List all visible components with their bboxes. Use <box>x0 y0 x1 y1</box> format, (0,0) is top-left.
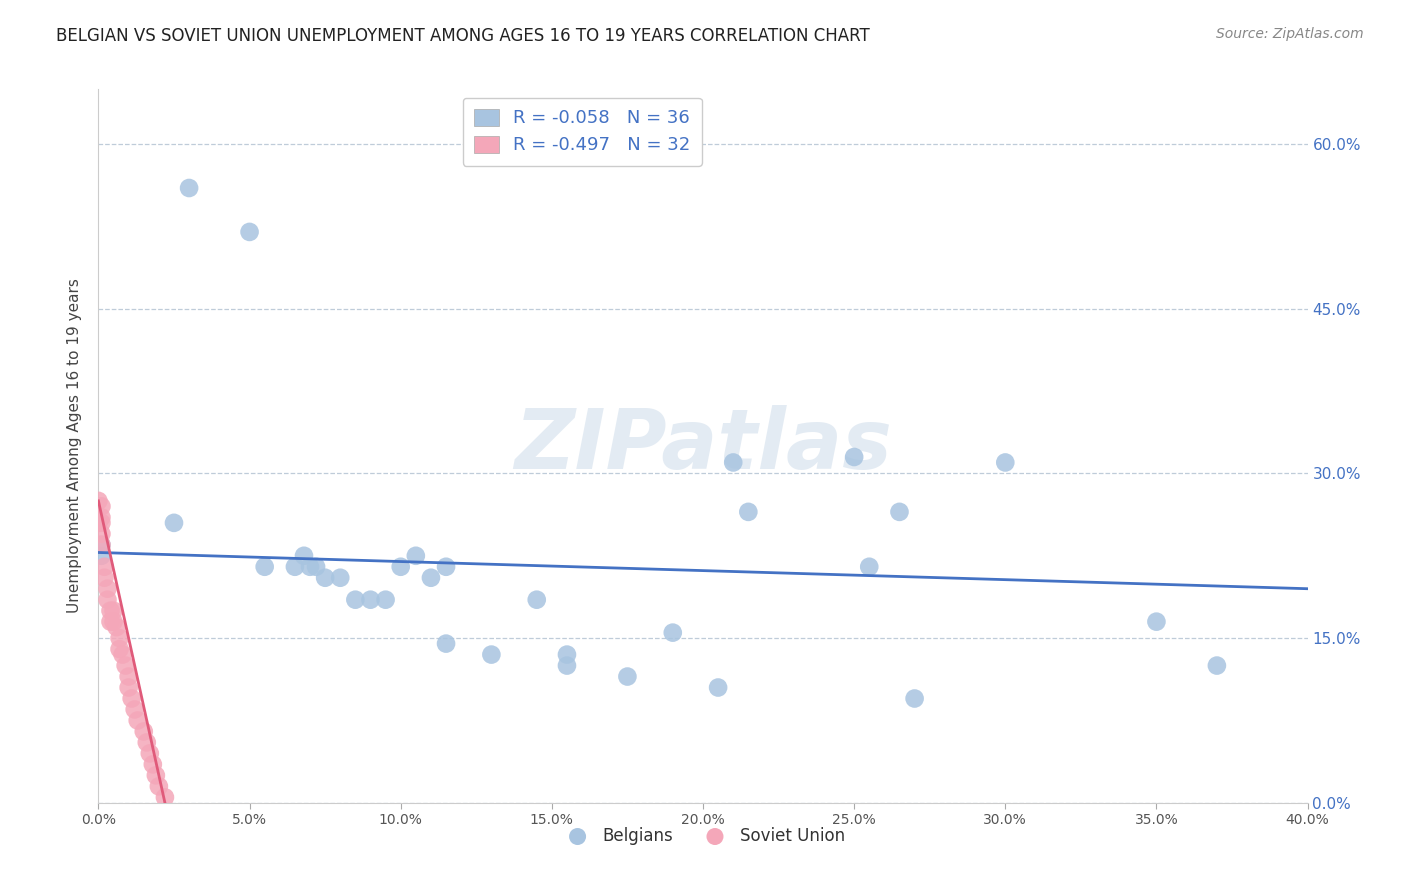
Text: ZIPatlas: ZIPatlas <box>515 406 891 486</box>
Point <box>526 592 548 607</box>
Point <box>93 571 115 585</box>
Point <box>163 516 186 530</box>
Point <box>904 691 927 706</box>
Point <box>108 631 131 645</box>
Point <box>87 494 110 508</box>
Point <box>108 642 131 657</box>
Point <box>90 526 112 541</box>
Point <box>93 559 115 574</box>
Point <box>481 648 503 662</box>
Point <box>858 559 880 574</box>
Point <box>374 592 396 607</box>
Point <box>90 549 112 563</box>
Point <box>434 637 457 651</box>
Point <box>145 768 167 782</box>
Point <box>555 658 578 673</box>
Point <box>103 604 125 618</box>
Point <box>1144 615 1167 629</box>
Point <box>114 658 136 673</box>
Point <box>118 681 141 695</box>
Point <box>87 516 110 530</box>
Point <box>100 604 122 618</box>
Point <box>121 691 143 706</box>
Point <box>420 571 443 585</box>
Point <box>127 714 149 728</box>
Point <box>389 559 412 574</box>
Point <box>153 790 176 805</box>
Point <box>1206 658 1229 673</box>
Y-axis label: Unemployment Among Ages 16 to 19 years: Unemployment Among Ages 16 to 19 years <box>67 278 83 614</box>
Point <box>90 538 112 552</box>
Point <box>139 747 162 761</box>
Point <box>314 571 336 585</box>
Point <box>737 505 759 519</box>
Point <box>179 181 201 195</box>
Point <box>707 681 730 695</box>
Point <box>360 592 382 607</box>
Point <box>135 735 157 749</box>
Point <box>305 559 328 574</box>
Point <box>239 225 262 239</box>
Point <box>142 757 165 772</box>
Point <box>889 505 911 519</box>
Point <box>105 620 128 634</box>
Point <box>253 559 276 574</box>
Point <box>90 516 112 530</box>
Point <box>96 582 118 596</box>
Point <box>555 648 578 662</box>
Legend: Belgians, Soviet Union: Belgians, Soviet Union <box>554 821 852 852</box>
Point <box>723 455 745 469</box>
Point <box>329 571 352 585</box>
Point <box>118 669 141 683</box>
Point <box>344 592 367 607</box>
Point <box>292 549 315 563</box>
Point <box>616 669 638 683</box>
Point <box>132 724 155 739</box>
Point <box>284 559 307 574</box>
Point <box>90 538 112 552</box>
Point <box>844 450 866 464</box>
Text: BELGIAN VS SOVIET UNION UNEMPLOYMENT AMONG AGES 16 TO 19 YEARS CORRELATION CHART: BELGIAN VS SOVIET UNION UNEMPLOYMENT AMO… <box>56 27 870 45</box>
Text: Source: ZipAtlas.com: Source: ZipAtlas.com <box>1216 27 1364 41</box>
Point <box>299 559 322 574</box>
Point <box>100 615 122 629</box>
Point <box>103 615 125 629</box>
Point <box>405 549 427 563</box>
Point <box>96 592 118 607</box>
Point <box>661 625 683 640</box>
Point <box>994 455 1017 469</box>
Point <box>434 559 457 574</box>
Point <box>148 780 170 794</box>
Point <box>90 510 112 524</box>
Point <box>124 702 146 716</box>
Point <box>111 648 134 662</box>
Point <box>90 500 112 514</box>
